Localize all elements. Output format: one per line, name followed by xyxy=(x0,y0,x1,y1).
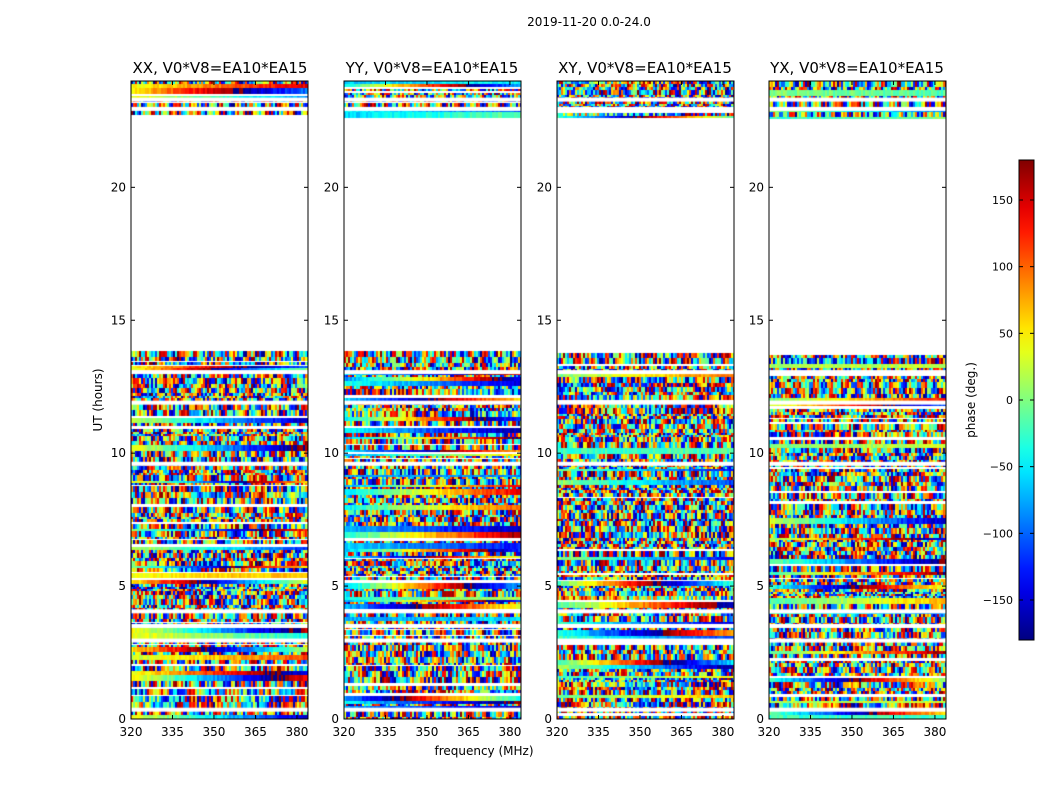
y-tick-label-3-1: 5 xyxy=(756,579,764,593)
y-tick-label-1-0: 0 xyxy=(331,712,339,726)
y-tick-label-3-0: 0 xyxy=(756,712,764,726)
colorbar: phase (deg.) −150 −100 −50 0 50 100 150 xyxy=(964,159,1035,641)
y-tick-label-3-4: 20 xyxy=(749,180,764,194)
phase-heatmap-2 xyxy=(557,81,734,719)
x-tick-label-1-4: 380 xyxy=(498,725,521,739)
phase-heatmap-3 xyxy=(769,81,946,719)
panel-frame-1 xyxy=(343,80,522,720)
x-tick-label-0-0: 320 xyxy=(120,725,143,739)
y-tick-label-1-3: 15 xyxy=(324,313,339,327)
x-tick-label-1-0: 320 xyxy=(333,725,356,739)
colorbar-tick-label-1: −100 xyxy=(983,527,1013,540)
x-tick-label-0-1: 335 xyxy=(161,725,184,739)
y-tick-label-2-2: 10 xyxy=(537,446,552,460)
y-tick-label-3-2: 10 xyxy=(749,446,764,460)
x-tick-label-2-0: 320 xyxy=(546,725,569,739)
panel-title-xy: XY, V0*V8=EA10*EA15 xyxy=(558,59,732,77)
y-tick-label-1-1: 5 xyxy=(331,579,339,593)
y-tick-label-0-0: 0 xyxy=(118,712,126,726)
x-tick-label-0-2: 350 xyxy=(203,725,226,739)
x-tick-label-2-4: 380 xyxy=(711,725,734,739)
phase-heatmap-0 xyxy=(131,81,308,719)
y-tick-label-2-3: 15 xyxy=(537,313,552,327)
x-tick-label-2-3: 365 xyxy=(670,725,693,739)
panel-xy: XY, V0*V8=EA10*EA15 320 335 350 365 380 0 5 10 1… xyxy=(537,59,735,739)
x-tick-label-3-2: 350 xyxy=(841,725,864,739)
panel-title-xx: XX, V0*V8=EA10*EA15 xyxy=(133,59,308,77)
y-tick-label-1-4: 20 xyxy=(324,180,339,194)
panel-yx: YX, V0*V8=EA10*EA15 320 335 350 365 380 0 5 10 1… xyxy=(749,59,947,739)
y-tick-label-0-2: 10 xyxy=(111,446,126,460)
y-axis-label: UT (hours) xyxy=(91,368,105,431)
x-tick-label-3-3: 365 xyxy=(882,725,905,739)
panel-xx: XX, V0*V8=EA10*EA15 320 335 350 365 380 0 5 10 1… xyxy=(111,59,309,739)
x-tick-label-1-2: 350 xyxy=(416,725,439,739)
x-tick-label-0-4: 380 xyxy=(285,725,308,739)
colorbar-tick-label-2: −50 xyxy=(990,461,1013,474)
phase-heatmap-1 xyxy=(344,81,521,719)
colorbar-tick-label-3: 0 xyxy=(1006,394,1013,407)
x-tick-label-1-1: 335 xyxy=(374,725,397,739)
y-tick-label-2-0: 0 xyxy=(544,712,552,726)
panel-title-yx: YX, V0*V8=EA10*EA15 xyxy=(769,59,944,77)
x-tick-label-2-2: 350 xyxy=(629,725,652,739)
colorbar-tick-label-0: −150 xyxy=(983,594,1013,607)
y-tick-label-2-4: 20 xyxy=(537,180,552,194)
y-tick-label-0-3: 15 xyxy=(111,313,126,327)
x-tick-label-2-1: 335 xyxy=(587,725,610,739)
colorbar-label: phase (deg.) xyxy=(964,362,978,438)
colorbar-tick-label-4: 50 xyxy=(999,327,1013,340)
x-tick-label-0-3: 365 xyxy=(244,725,267,739)
colorbar-tick-label-6: 150 xyxy=(992,194,1013,207)
panel-frame-2 xyxy=(556,80,735,720)
x-tick-label-1-3: 365 xyxy=(457,725,480,739)
y-tick-label-1-2: 10 xyxy=(324,446,339,460)
y-tick-label-2-1: 5 xyxy=(544,579,552,593)
y-tick-label-3-3: 15 xyxy=(749,313,764,327)
y-tick-label-0-4: 20 xyxy=(111,180,126,194)
panel-frame-0 xyxy=(130,80,309,720)
x-axis-label: frequency (MHz) xyxy=(434,744,533,758)
x-tick-label-3-1: 335 xyxy=(799,725,822,739)
panel-frame-3 xyxy=(768,80,947,720)
panel-title-yy: YY, V0*V8=EA10*EA15 xyxy=(345,59,519,77)
panel-yy: YY, V0*V8=EA10*EA15 320 335 350 365 380 0 5 10 1… xyxy=(324,59,522,739)
y-tick-label-0-1: 5 xyxy=(118,579,126,593)
figure-suptitle: 2019-11-20 0.0-24.0 xyxy=(527,15,651,29)
x-tick-label-3-4: 380 xyxy=(923,725,946,739)
colorbar-tick-label-5: 100 xyxy=(992,261,1013,274)
x-tick-label-3-0: 320 xyxy=(758,725,781,739)
